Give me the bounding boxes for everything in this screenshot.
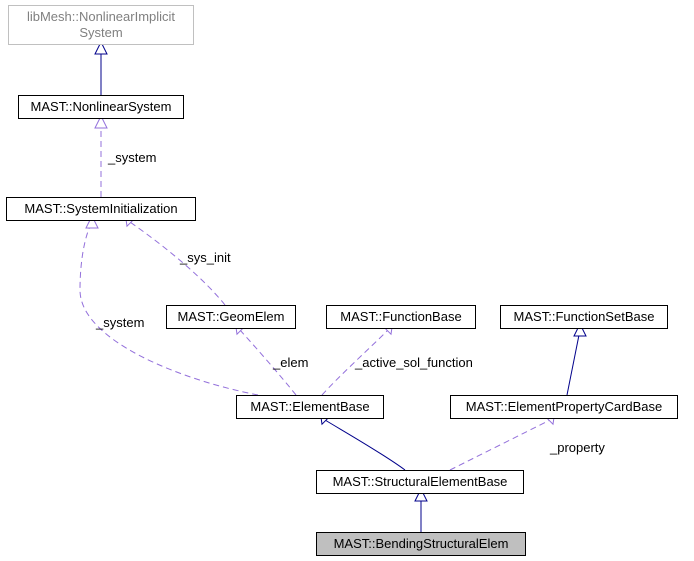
edge-label-active_sol_function: _active_sol_function xyxy=(355,355,473,370)
node-libmesh: libMesh::NonlinearImplicit System xyxy=(8,5,194,45)
edge-label-elem: _elem xyxy=(273,355,308,370)
node-sysinit: MAST::SystemInitialization xyxy=(6,197,196,221)
edge-label-property: _property xyxy=(550,440,605,455)
node-geomelem: MAST::GeomElem xyxy=(166,305,296,329)
edge-label-system: _system xyxy=(96,315,144,330)
node-nonlinearsystem: MAST::NonlinearSystem xyxy=(18,95,184,119)
node-bending: MAST::BendingStructuralElem xyxy=(316,532,526,556)
edge-functionsetbase-elemprop xyxy=(567,330,580,395)
edge-label-sys_init: _sys_init xyxy=(180,250,231,265)
edge-label-system: _system xyxy=(108,150,156,165)
edge-elementbase-structbase xyxy=(325,420,405,470)
node-elemprop: MAST::ElementPropertyCardBase xyxy=(450,395,678,419)
node-structbase: MAST::StructuralElementBase xyxy=(316,470,524,494)
node-elementbase: MAST::ElementBase xyxy=(236,395,384,419)
node-functionsetbase: MAST::FunctionSetBase xyxy=(500,305,668,329)
edge-elemprop-structbase xyxy=(450,420,550,470)
node-functionbase: MAST::FunctionBase xyxy=(326,305,476,329)
